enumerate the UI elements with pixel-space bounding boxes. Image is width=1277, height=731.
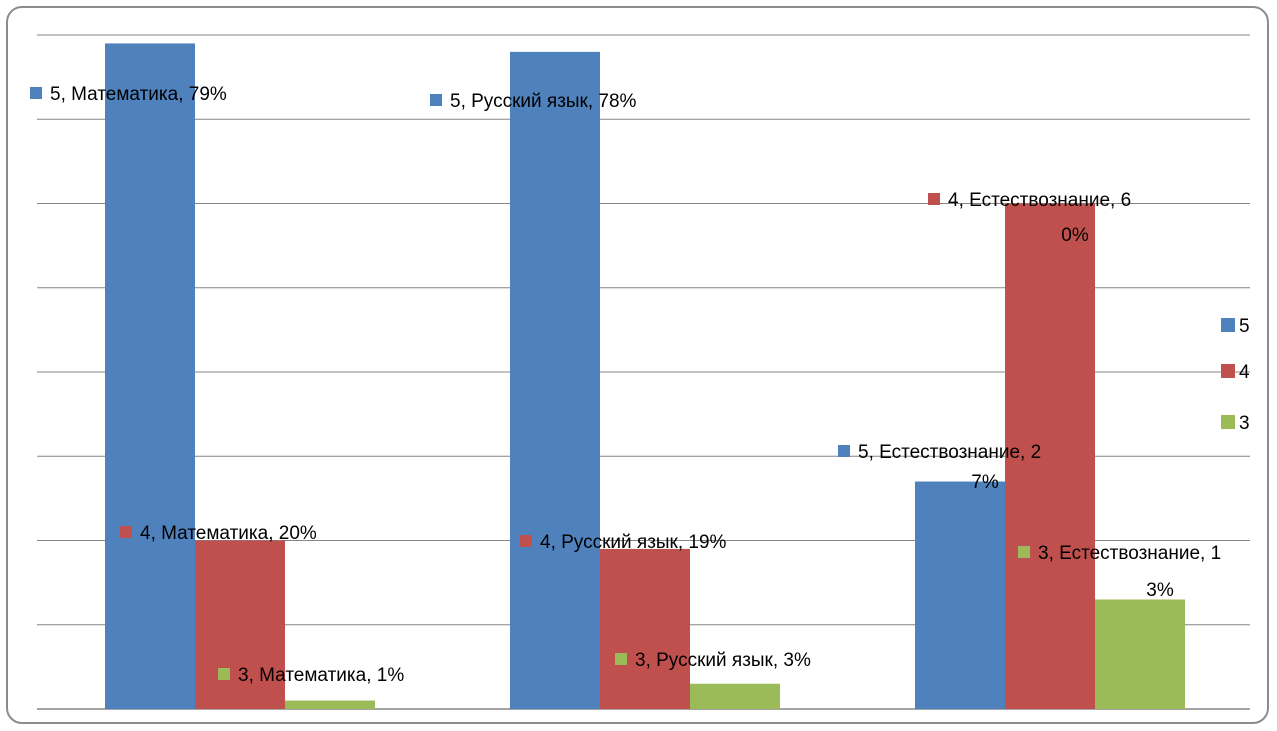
data-label: 0% — [1061, 225, 1089, 246]
data-label-key — [30, 87, 42, 99]
data-label: 3, Русский язык, 3% — [635, 650, 811, 671]
data-label: 5, Естествознание, 2 — [858, 442, 1041, 463]
data-label-key — [520, 535, 532, 547]
bar — [1005, 203, 1095, 709]
data-label: 3, Математика, 1% — [238, 665, 404, 686]
data-label: 5, Математика, 79% — [50, 84, 227, 105]
data-label: 5, Русский язык, 78% — [450, 91, 637, 112]
data-label-key — [615, 653, 627, 665]
bar — [105, 43, 195, 710]
bar — [510, 51, 600, 710]
legend-entry: 3 — [1239, 413, 1250, 434]
data-label: 4, Русский язык, 19% — [540, 532, 727, 553]
legend-key — [1221, 318, 1235, 332]
data-label-key — [838, 445, 850, 457]
bar — [195, 540, 285, 709]
bar — [285, 700, 375, 709]
legend-key — [1221, 415, 1235, 429]
data-label: 3, Естествознание, 1 — [1038, 543, 1221, 564]
legend-entry: 4 — [1239, 362, 1250, 383]
legend-entry: 5 — [1239, 316, 1250, 337]
bar — [915, 481, 1005, 709]
data-label-key — [928, 193, 940, 205]
data-label-key — [120, 526, 132, 538]
bar — [1095, 599, 1185, 709]
bar — [690, 683, 780, 709]
data-label-key — [430, 94, 442, 106]
data-label-key — [1018, 546, 1030, 558]
data-label-key — [218, 668, 230, 680]
data-label: 4, Математика, 20% — [140, 523, 317, 544]
bar — [600, 548, 690, 709]
data-label: 4, Естествознание, 6 — [948, 190, 1131, 211]
legend-key — [1221, 364, 1235, 378]
data-label: 3% — [1146, 580, 1174, 601]
data-label: 7% — [971, 472, 999, 493]
